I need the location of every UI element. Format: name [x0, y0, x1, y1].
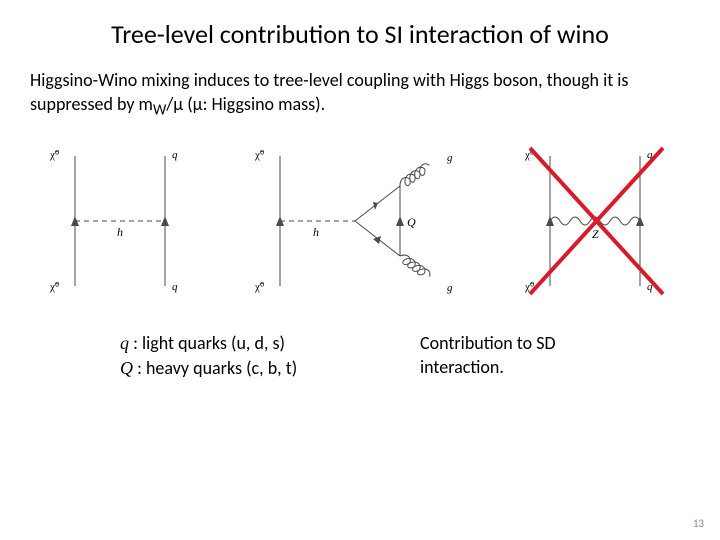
page-number: 13	[693, 517, 704, 530]
feynman-diagram-higgs-quark: χ̃⁰ χ̃⁰ q q h	[35, 136, 205, 311]
label-mediator-h2: h	[313, 225, 319, 239]
label-chi-bottom: χ̃⁰	[254, 281, 265, 293]
legend-quarks: q : light quarks (u, d, s) Q : heavy qua…	[120, 331, 297, 381]
label-mediator-z: Z	[592, 227, 599, 241]
label-mediator-h: h	[117, 225, 123, 239]
feynman-diagram-higgs-gluon: χ̃⁰ χ̃⁰ g g Q h	[245, 136, 465, 311]
legend-Q-symbol: Q	[120, 358, 133, 378]
label-chi-bottom: χ̃⁰	[49, 281, 60, 293]
label-q-bottom: q	[172, 281, 178, 293]
label-chi-top: χ̃⁰	[254, 149, 265, 161]
diagram-row: χ̃⁰ χ̃⁰ q q h	[30, 136, 690, 311]
page-title: Tree-level contribution to SI interactio…	[30, 18, 690, 50]
legend-q-symbol: q	[120, 333, 129, 353]
label-q-top: q	[172, 149, 178, 161]
label-chi-top: χ̃⁰	[49, 149, 60, 161]
subtitle: Higgsino-Wino mixing induces to tree-lev…	[30, 68, 690, 121]
feynman-diagram-z-crossed: χ̃⁰ χ̃⁰ q q Z	[505, 136, 685, 311]
legend-Q-text: : heavy quarks (c, b, t)	[133, 357, 297, 379]
label-g-bottom: g	[447, 282, 453, 294]
label-g-top: g	[447, 152, 453, 164]
legend-q-text: : light quarks (u, d, s)	[129, 332, 285, 354]
label-Q-loop: Q	[407, 215, 416, 229]
legend-row: q : light quarks (u, d, s) Q : heavy qua…	[30, 331, 690, 381]
sd-caption: Contribution to SD interaction.	[420, 331, 630, 381]
